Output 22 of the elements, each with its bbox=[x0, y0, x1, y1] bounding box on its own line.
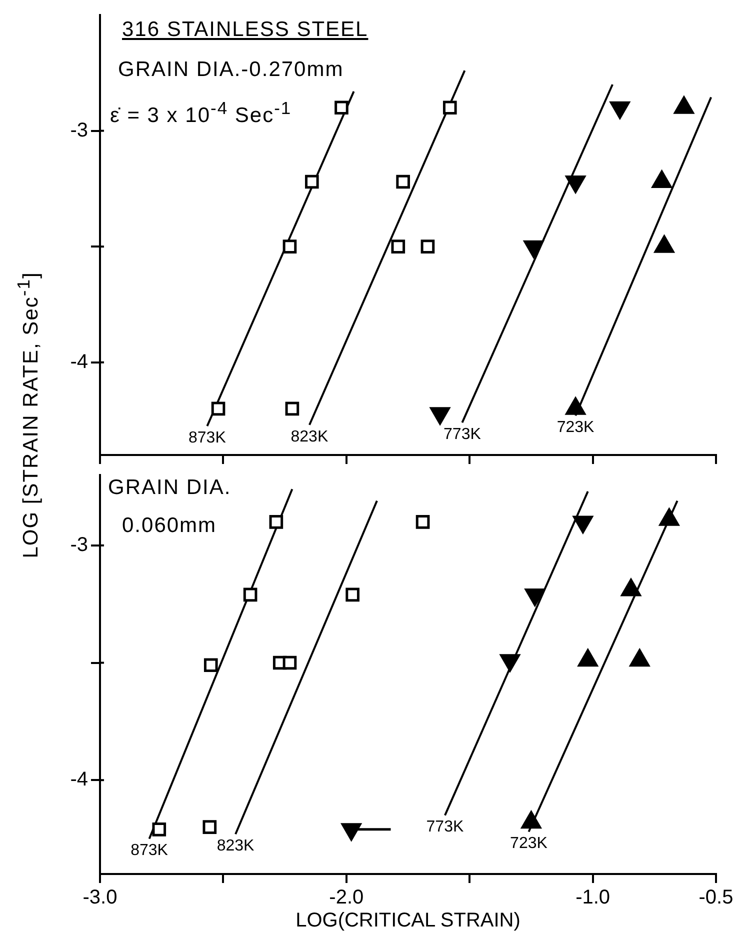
annotation: GRAIN DIA. bbox=[108, 476, 232, 500]
series-label: 823K bbox=[216, 838, 255, 855]
annotation: GRAIN DIA.-0.270mm bbox=[118, 58, 344, 82]
x-tick-label: -3.0 bbox=[82, 886, 118, 909]
x-tick-label: -2.0 bbox=[329, 886, 364, 909]
x-axis-title: LOG(CRITICAL STRAIN) bbox=[296, 910, 520, 932]
series-label: 723K bbox=[510, 835, 548, 852]
series-label: 873K bbox=[188, 429, 226, 446]
chart-title: 316 STAINLESS STEEL bbox=[122, 18, 368, 42]
y-tick-label: -3 bbox=[70, 534, 88, 556]
y-tick-label: -4 bbox=[70, 768, 88, 791]
annotation: 0.060mm bbox=[122, 514, 217, 538]
series-label: 823K bbox=[290, 428, 328, 446]
series-label: 773K bbox=[426, 818, 464, 836]
annotation: ε̇ = 3 x 10$^{-4}$ Sec$^{-1}$ bbox=[110, 98, 292, 128]
x-tick-label: -1.0 bbox=[576, 886, 610, 909]
series-label: 773K bbox=[444, 426, 482, 443]
y-tick-label: -3 bbox=[70, 119, 88, 142]
series-label: 873K bbox=[130, 842, 168, 860]
y-tick-label: -4 bbox=[70, 350, 88, 373]
x-tick-label: -0.5 bbox=[698, 886, 734, 909]
series-label: 723K bbox=[556, 419, 595, 436]
